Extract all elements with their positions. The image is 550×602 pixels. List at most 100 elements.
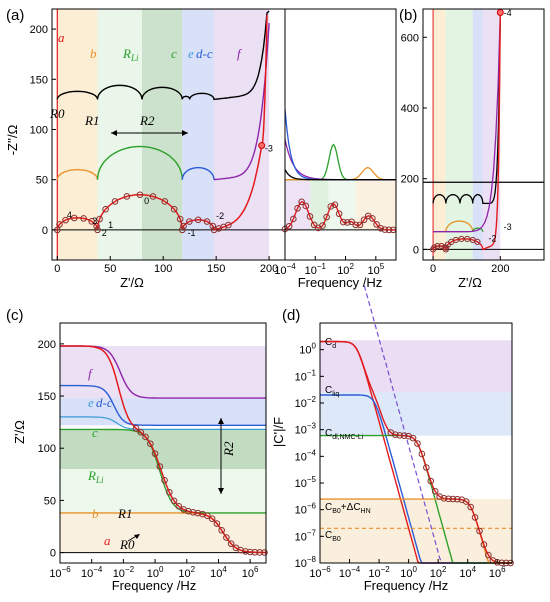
panel-a-ylabel: -Z''/Ω	[5, 124, 20, 155]
data-point	[70, 214, 78, 222]
c-data-point	[156, 463, 164, 470]
data-point	[94, 226, 101, 234]
c-r0-arrow	[127, 534, 140, 542]
c-data-point	[166, 488, 173, 496]
panel-b-regions	[423, 9, 544, 260]
b-data-point	[431, 244, 438, 251]
c-data-point	[242, 548, 249, 555]
data-point	[225, 221, 232, 229]
d-data-point	[476, 527, 483, 535]
panel-d-regions	[320, 340, 512, 563]
data-point	[96, 215, 103, 223]
freq-data-point	[294, 204, 301, 212]
panel-d-ticks: 10−6 10−4 10−2 100 102 104 106 10−8 10−7 10−6 10−5…	[295, 342, 507, 580]
b-point-label: -4	[504, 8, 512, 18]
panel-b-label: (b)	[399, 7, 417, 24]
x-tick-label: 10−2	[368, 565, 390, 580]
x-tick-label: 150	[207, 263, 225, 275]
point-label: -3	[265, 144, 273, 154]
d-data-point	[409, 434, 417, 442]
panel-b-ticks: 0 200 0 200 400 600	[401, 32, 510, 275]
data-point	[149, 193, 157, 200]
b-data-point	[458, 235, 465, 243]
d-data-point	[462, 498, 470, 505]
c-r1-annotation: R1	[117, 506, 132, 521]
y-tick-label: 200	[401, 174, 419, 186]
b-data-point	[434, 242, 441, 250]
c-r0-annotation: R0	[119, 537, 135, 552]
c-data-point	[261, 549, 268, 556]
panel-d-xlabel: Frequency /Hz	[364, 578, 449, 593]
panel-a2: 10−4 10−1 102 105 Frequency /Hz	[274, 8, 397, 290]
freq-data-point	[385, 226, 393, 234]
freq-band	[285, 179, 311, 230]
y-tick-label: 10−7	[295, 528, 317, 543]
c-region-rli-label: RLi	[87, 468, 104, 485]
region-f-band	[214, 9, 270, 260]
b-curve-b	[445, 220, 474, 232]
b-curve-f	[433, 12, 501, 233]
y-tick-label: 10−4	[295, 448, 317, 463]
d-data-point	[467, 503, 474, 511]
freq-data-point	[348, 218, 355, 226]
c-region-dc-label: d-c	[96, 395, 113, 410]
curve-c	[96, 145, 183, 180]
c-data-point	[142, 433, 149, 441]
x-tick-label: 0	[54, 263, 60, 275]
c-region-c-label: c	[92, 425, 98, 440]
y-tick-label: 150	[38, 391, 56, 403]
y-tick-label: 400	[401, 103, 419, 115]
panel-c-curves	[60, 345, 268, 556]
c-region-e-label: e	[88, 395, 94, 410]
x-tick-label: 102	[430, 565, 447, 580]
x-tick-label: 104	[459, 565, 476, 580]
panel-a: 4 321 0 -1 -2 -3 0 0 50 50 100 100 150 150 200 200 (a)…	[5, 7, 286, 290]
data-point	[62, 216, 69, 224]
c-data-point	[151, 450, 159, 457]
d-data-point	[454, 495, 461, 503]
panel-a2-frame	[284, 8, 397, 261]
freq-data-point	[327, 203, 335, 210]
b-data-point	[442, 244, 450, 251]
c-data-point	[194, 509, 202, 517]
band-cd	[320, 340, 512, 393]
x-tick-label: 50	[104, 263, 116, 275]
cliq-label: Cliq	[325, 385, 339, 398]
band-cliq	[320, 392, 512, 436]
d-data-point	[480, 541, 488, 548]
d-data-point	[445, 495, 452, 503]
d-data-point	[427, 477, 435, 485]
x-tick-label: 102	[337, 262, 354, 277]
panel-c-label: (c)	[6, 307, 24, 324]
x-tick-label: 10−4	[81, 565, 103, 580]
panel-c: 10−6 10−4 10−2 100 102 104 106 0 50 100 150 200 (c)…	[6, 307, 268, 593]
data-point	[93, 222, 100, 230]
c-data-point	[251, 548, 259, 556]
data-point	[136, 191, 144, 199]
panel-c-frame	[59, 322, 267, 564]
data-point	[88, 218, 95, 225]
panel-d-frame	[319, 322, 513, 564]
c-data-point	[256, 549, 263, 556]
freq-data-point	[373, 221, 380, 228]
freq-data-point	[306, 213, 314, 220]
freq-data-point	[369, 215, 376, 222]
cb0-label: CB0	[325, 530, 341, 543]
freq-data-point	[290, 215, 297, 223]
region-dc-label: d-c	[196, 46, 213, 61]
data-point	[178, 226, 186, 234]
level-band	[60, 429, 266, 470]
curve-sum	[56, 10, 270, 101]
cd-label: Cd	[325, 337, 336, 350]
x-tick-label: 100	[400, 565, 417, 580]
x-tick-label: 106	[242, 565, 259, 580]
region-rli-label: RLi	[122, 46, 139, 63]
panel-c-ticks: 10−6 10−4 10−2 100 102 104 106 0 50 100 150 200	[38, 339, 259, 580]
d-data-point	[418, 450, 426, 458]
freq-data-point	[323, 213, 330, 221]
y-tick-label: 0	[50, 548, 56, 560]
y-tick-label: 10−3	[295, 422, 317, 437]
c-data-point	[137, 429, 145, 436]
d-data-point	[431, 487, 439, 495]
c-data-point	[161, 476, 168, 484]
